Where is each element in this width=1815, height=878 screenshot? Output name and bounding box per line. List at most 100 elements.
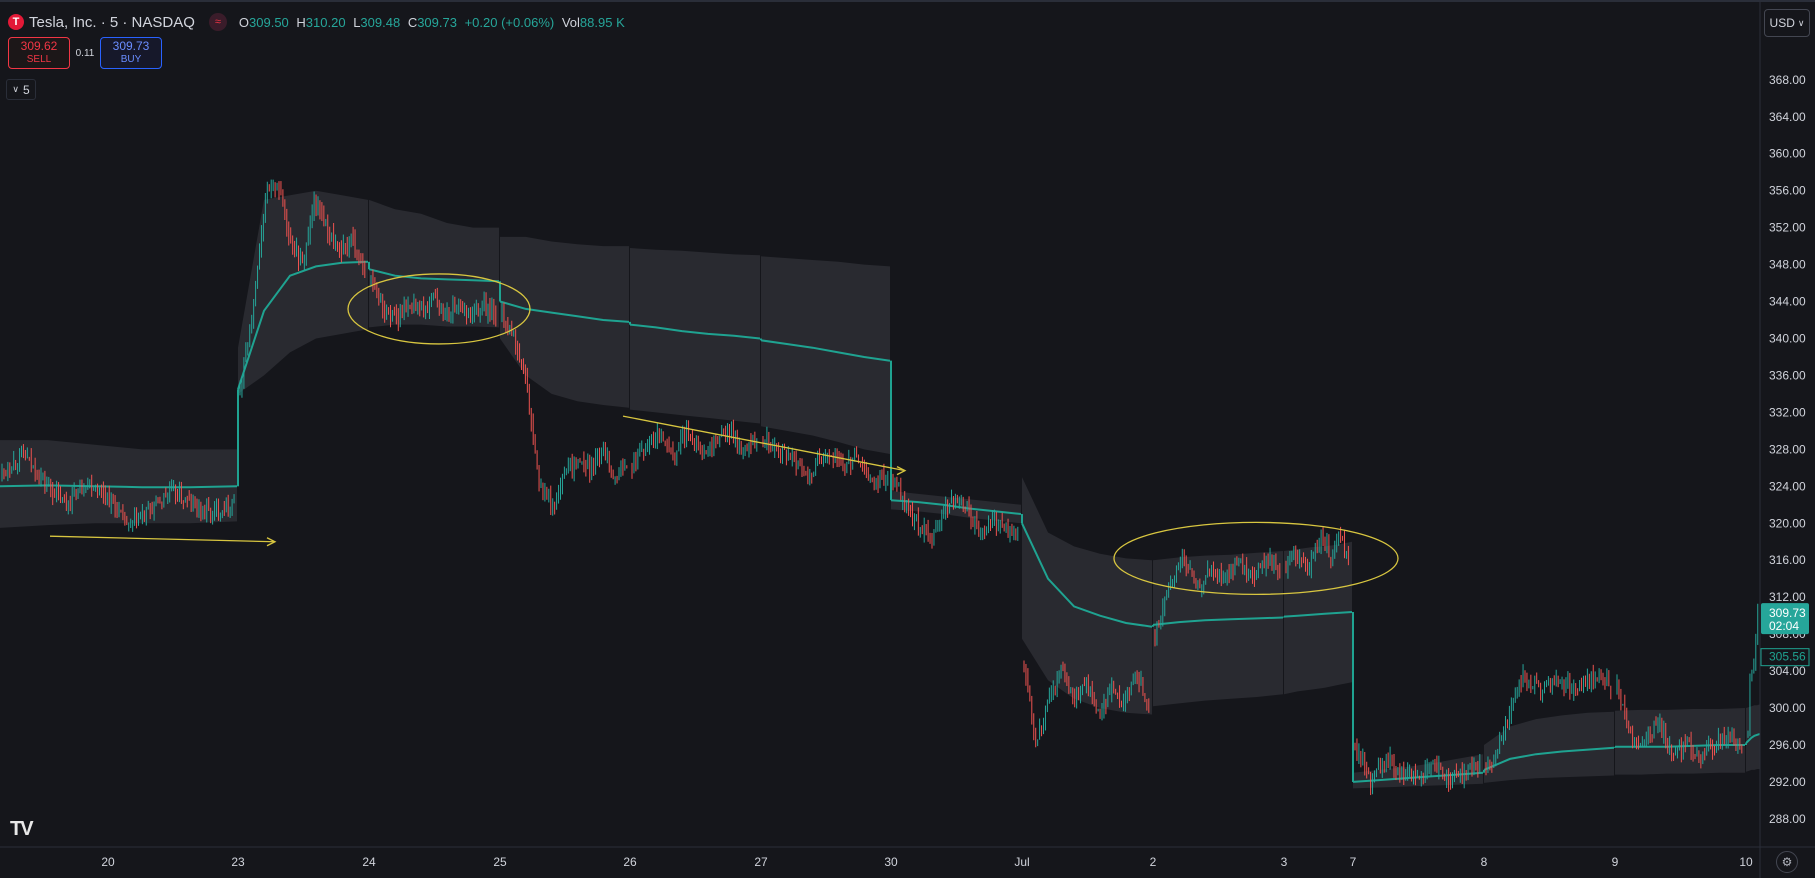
vwap-segment bbox=[1021, 522, 1153, 628]
sell-button[interactable]: 309.62 SELL bbox=[8, 37, 70, 69]
trade-buttons: 309.62 SELL 0.11 309.73 BUY bbox=[8, 37, 162, 69]
highlight-ellipse bbox=[1113, 521, 1399, 596]
time-tick-label: Jul bbox=[1014, 855, 1029, 869]
price-tick-label: 356.00 bbox=[1769, 184, 1806, 198]
price-tick-label: 288.00 bbox=[1769, 812, 1806, 826]
time-tick-label: 24 bbox=[362, 855, 376, 869]
ohlc-high-value: 310.20 bbox=[305, 14, 346, 30]
ohlc-volume-key: Vol bbox=[561, 14, 580, 30]
ohlc-close-key: C bbox=[407, 14, 418, 30]
price-tick-label: 348.00 bbox=[1769, 258, 1806, 272]
vwap-line bbox=[0, 260, 1761, 783]
price-tick-label: 352.00 bbox=[1769, 221, 1806, 235]
ohlc-volume-value: 88.95 K bbox=[579, 14, 625, 30]
price-tick-label: 360.00 bbox=[1769, 147, 1806, 161]
ohlc-low-value: 309.48 bbox=[360, 14, 401, 30]
vwap-segment bbox=[237, 260, 369, 390]
vwap-band bbox=[369, 199, 499, 328]
price-tick-label: 328.00 bbox=[1769, 442, 1806, 456]
gear-icon[interactable]: ⚙ bbox=[1776, 851, 1798, 873]
tesla-logo-icon: T bbox=[8, 14, 24, 30]
time-tick-label: 23 bbox=[231, 855, 245, 869]
last-price-label: 309.73 bbox=[1769, 606, 1806, 620]
vwap-bands bbox=[0, 190, 1760, 789]
vwap-segment bbox=[629, 323, 761, 340]
wave-icon[interactable]: ≈ bbox=[208, 13, 227, 31]
vwap-band bbox=[1153, 551, 1283, 707]
vwap-segment bbox=[1283, 611, 1353, 618]
vwap-segment bbox=[368, 268, 500, 283]
vwap-band bbox=[630, 248, 760, 424]
price-tick-label: 324.00 bbox=[1769, 479, 1806, 493]
price-tick-label: 292.00 bbox=[1769, 775, 1806, 789]
price-tick-label: 316.00 bbox=[1769, 553, 1806, 567]
time-tick-label: 27 bbox=[754, 855, 768, 869]
vwap-segment bbox=[0, 484, 238, 489]
price-tick-label: 344.00 bbox=[1769, 295, 1806, 309]
time-tick-label: 2 bbox=[1150, 855, 1157, 869]
tradingview-logo-icon[interactable]: TV bbox=[10, 818, 34, 840]
currency-label: USD bbox=[1769, 16, 1795, 30]
vwap-segment bbox=[1745, 732, 1761, 744]
price-tick-label: 332.00 bbox=[1769, 405, 1806, 419]
price-tick-label: 304.00 bbox=[1769, 664, 1806, 678]
countdown-label: 02:04 bbox=[1769, 619, 1799, 633]
price-tick-label: 320.00 bbox=[1769, 516, 1806, 530]
sell-price: 309.62 bbox=[20, 39, 58, 53]
vwap-price-tag bbox=[1760, 648, 1810, 667]
vwap-segment bbox=[1152, 616, 1284, 626]
ohlc-change: +0.20 (+0.06%) bbox=[464, 14, 555, 30]
interval-label: 5 bbox=[22, 82, 30, 97]
last-price-tag bbox=[1761, 603, 1809, 635]
vwap-band bbox=[761, 256, 890, 454]
time-tick-label: 25 bbox=[493, 855, 507, 869]
interval-toggle[interactable]: ∨ 5 bbox=[6, 79, 36, 100]
price-tick-label: 296.00 bbox=[1769, 738, 1806, 752]
ohlc-low-key: L bbox=[353, 14, 361, 30]
price-tick-label: 312.00 bbox=[1769, 590, 1806, 604]
time-tick-label: 9 bbox=[1612, 855, 1619, 869]
buy-price: 309.73 bbox=[112, 39, 150, 53]
annotations bbox=[49, 273, 1399, 596]
vwap-band bbox=[500, 236, 629, 408]
vwap-segment bbox=[1483, 746, 1615, 771]
vwap-price-label: 305.56 bbox=[1769, 650, 1806, 664]
buy-button[interactable]: 309.73 BUY bbox=[100, 37, 162, 69]
time-tick-label: 8 bbox=[1481, 855, 1488, 869]
ohlc-high-key: H bbox=[296, 14, 306, 30]
trend-arrow bbox=[622, 415, 906, 472]
vwap-segment bbox=[760, 339, 891, 362]
vwap-segment bbox=[890, 499, 1022, 515]
vwap-band bbox=[238, 190, 368, 394]
sell-label: SELL bbox=[26, 54, 52, 65]
trend-arrowhead bbox=[266, 537, 277, 547]
price-tick-label: 336.00 bbox=[1769, 368, 1806, 382]
ohlc-legend: O309.50 H310.20 L309.48 C309.73 +0.20 (+… bbox=[239, 15, 629, 30]
ohlc-open-value: 309.50 bbox=[249, 14, 289, 30]
time-tick-label: 30 bbox=[884, 855, 898, 869]
highlight-ellipse bbox=[347, 273, 531, 345]
symbol-title[interactable]: Tesla, Inc. · 5 · NASDAQ bbox=[29, 13, 195, 31]
price-tick-label: 340.00 bbox=[1769, 331, 1806, 345]
currency-selector[interactable]: USD ∨ bbox=[1764, 9, 1810, 37]
buy-label: BUY bbox=[120, 54, 142, 65]
symbol-header: T Tesla, Inc. · 5 · NASDAQ ≈ O309.50 H31… bbox=[8, 12, 629, 32]
trend-arrowhead bbox=[896, 466, 907, 476]
candles bbox=[1, 179, 1759, 796]
time-tick-label: 10 bbox=[1739, 855, 1753, 869]
ohlc-open-key: O bbox=[238, 14, 250, 30]
time-tick-label: 26 bbox=[623, 855, 637, 869]
chevron-down-icon: ∨ bbox=[12, 84, 19, 94]
price-tick-label: 368.00 bbox=[1769, 73, 1806, 87]
price-tick-label: 300.00 bbox=[1769, 701, 1806, 715]
vwap-band bbox=[0, 440, 237, 528]
trend-arrow bbox=[49, 535, 276, 543]
time-tick-label: 3 bbox=[1281, 855, 1288, 869]
time-tick-label: 20 bbox=[101, 855, 115, 869]
price-tick-label: 364.00 bbox=[1769, 110, 1806, 124]
vwap-band bbox=[1022, 477, 1152, 715]
vwap-segment bbox=[499, 300, 630, 323]
time-tick-label: 7 bbox=[1350, 855, 1357, 869]
